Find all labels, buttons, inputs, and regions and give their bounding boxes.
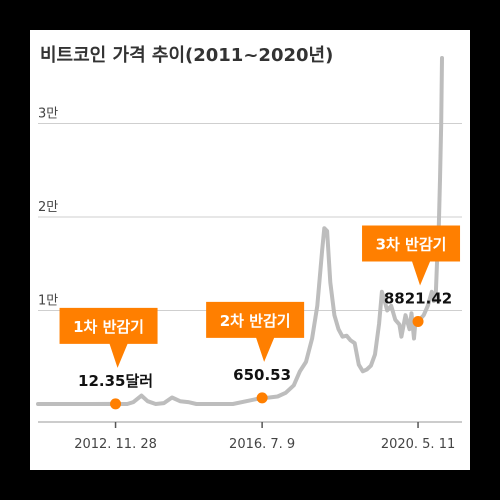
x-tick-label: 2012. 11. 28 (74, 437, 157, 452)
y-tick-label: 3만 (38, 106, 58, 121)
callout-box (59, 307, 158, 368)
chart-card: 비트코인 가격 추이(2011~2020년) 1만 2만 3만 2012. 11. … (30, 30, 470, 470)
callout-text: 2차 반감기 (220, 312, 291, 330)
halving-callout: 3차 반감기 (362, 225, 461, 286)
callout-box (206, 301, 305, 362)
x-tick-label: 2020. 5. 11 (381, 437, 455, 452)
x-tick-label: 2016. 7. 9 (229, 437, 295, 452)
y-tick-label: 2만 (38, 200, 58, 215)
callout-box (362, 225, 461, 286)
bitcoin-price-chart: 비트코인 가격 추이(2011~2020년) 1만 2만 3만 2012. 11. … (36, 45, 462, 452)
callout-text: 1차 반감기 (73, 318, 144, 336)
y-tick-label: 1만 (38, 293, 58, 308)
halving-point (412, 316, 424, 328)
value-label: 8821.42 (384, 290, 452, 308)
value-label: 650.53 (233, 366, 291, 384)
halving-callout: 2차 반감기 (206, 301, 305, 362)
callout-text: 3차 반감기 (376, 236, 447, 254)
halving-point (110, 398, 122, 410)
halving-point (256, 392, 268, 404)
x-axis: 2012. 11. 28 2016. 7. 9 2020. 5. 11 (38, 421, 462, 452)
halving-callout: 1차 반감기 (59, 307, 158, 368)
annotation-layer: 12.35달러 1차 반감기 650.53 2차 반감기 8821.42 3차 반감기 (59, 225, 461, 410)
grid-layer: 1만 2만 3만 (38, 106, 462, 311)
chart-title: 비트코인 가격 추이(2011~2020년) (40, 45, 333, 66)
value-label: 12.35달러 (78, 372, 153, 390)
